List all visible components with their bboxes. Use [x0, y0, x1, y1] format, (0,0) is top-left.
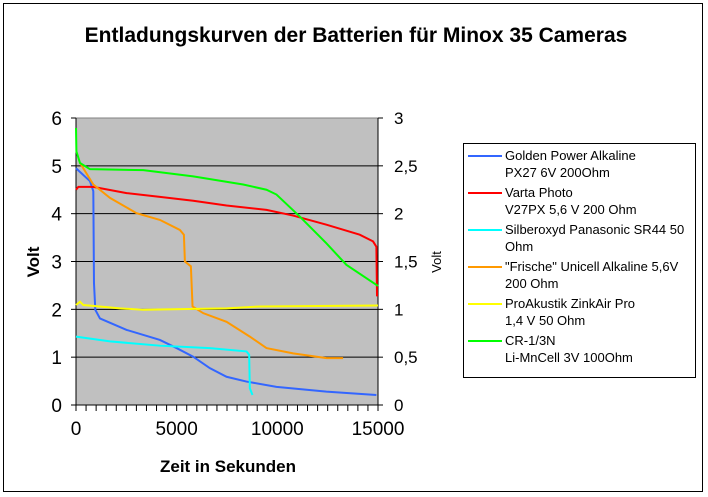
legend-swatch	[468, 192, 502, 194]
y-tick-label: 1	[51, 348, 62, 369]
legend-item: CR-1/3N Li-MnCell 3V 100Ohm	[464, 332, 695, 366]
chart-frame	[3, 3, 703, 492]
legend-item: Silberoxyd Panasonic SR44 50 Ohm	[464, 221, 695, 255]
y-tick-label: 5	[51, 157, 62, 178]
y2-tick-label: 0,5	[394, 348, 418, 367]
y2-tick-label: 1	[394, 300, 403, 319]
legend-swatch	[468, 340, 502, 342]
y2-axis-title: Volt	[429, 251, 444, 273]
legend-label: CR-1/3N Li-MnCell 3V 100Ohm	[505, 333, 633, 365]
legend-item: Golden Power Alkaline PX27 6V 200Ohm	[464, 147, 695, 181]
series-line-2	[75, 335, 254, 396]
legend-item: ProAkustik ZinkAir Pro 1,4 V 50 Ohm	[464, 295, 695, 329]
series-line-4	[75, 300, 379, 311]
legend-label: Varta Photo V27PX 5,6 V 200 Ohm	[505, 185, 637, 217]
y-tick-label: 2	[51, 300, 62, 321]
y2-tick-label: 2,5	[394, 157, 418, 176]
series-line-3	[79, 162, 344, 360]
legend-swatch	[468, 303, 502, 305]
legend-item: Varta Photo V27PX 5,6 V 200 Ohm	[464, 184, 695, 218]
x-tick-label: 5000	[156, 419, 198, 440]
y2-tick-label: 1,5	[394, 253, 418, 272]
chart-title: Entladungskurven der Batterien für Minox…	[84, 24, 628, 47]
legend-swatch	[468, 229, 502, 231]
x-tick-label: 10000	[251, 419, 304, 440]
x-tick-label: 0	[71, 419, 82, 440]
legend-swatch	[468, 155, 502, 157]
x-tick-label: 15000	[352, 419, 405, 440]
legend-label: Silberoxyd Panasonic SR44 50 Ohm	[505, 222, 685, 254]
legend-item: "Frische" Unicell Alkaline 5,6V 200 Ohm	[464, 258, 695, 292]
y2-tick-label: 0	[394, 396, 403, 415]
y-tick-label: 0	[51, 396, 62, 417]
legend-label: Golden Power Alkaline PX27 6V 200Ohm	[505, 148, 636, 180]
legend-label: ProAkustik ZinkAir Pro 1,4 V 50 Ohm	[505, 296, 636, 328]
series-line-5	[75, 128, 379, 287]
y-tick-label: 3	[51, 253, 62, 274]
y-tick-label: 4	[51, 205, 62, 226]
legend-swatch	[468, 266, 502, 268]
y2-tick-label: 2	[394, 205, 403, 224]
y-tick-label: 6	[51, 109, 62, 130]
legend-label: "Frische" Unicell Alkaline 5,6V 200 Ohm	[505, 259, 679, 291]
legend: Golden Power Alkaline PX27 6V 200Ohm Varta…	[463, 143, 696, 378]
y2-tick-label: 3	[394, 109, 403, 128]
x-axis-title: Zeit in Sekunden	[160, 457, 296, 476]
y-axis-title: Volt	[24, 246, 43, 277]
series-line-0	[75, 167, 377, 396]
